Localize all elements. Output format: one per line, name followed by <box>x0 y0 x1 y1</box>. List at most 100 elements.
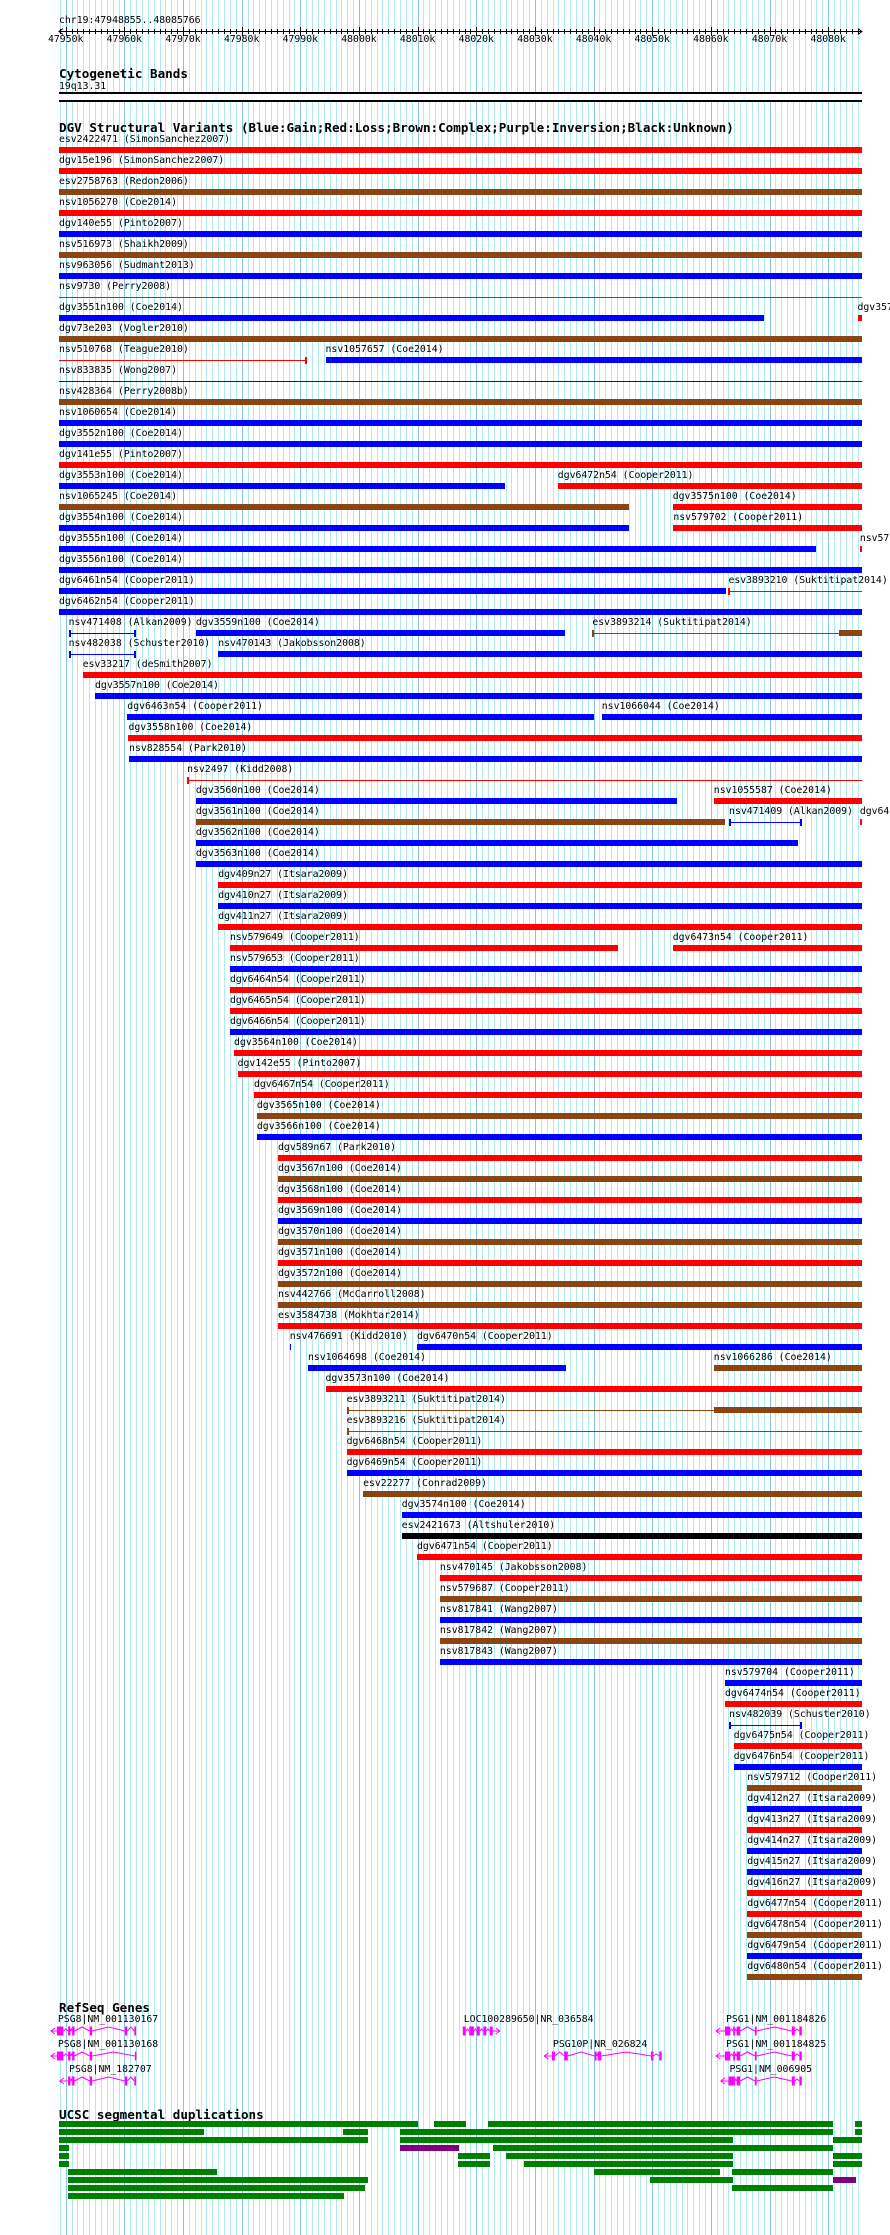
sv-label[interactable]: dgv6471n54 (Cooper2011) <box>417 1541 553 1552</box>
sv-label[interactable]: dgv140e55 (Pinto2007) <box>59 218 183 229</box>
segdup-bar[interactable] <box>731 2185 834 2191</box>
sv-bar[interactable] <box>838 630 862 636</box>
sv-bar[interactable] <box>747 1827 862 1833</box>
sv-bar[interactable] <box>59 546 816 552</box>
sv-bar[interactable] <box>59 273 862 279</box>
sv-bar[interactable] <box>278 1176 862 1182</box>
gene-model[interactable] <box>50 2026 137 2036</box>
sv-label[interactable]: dgv6478n54 (Cooper2011) <box>747 1919 883 1930</box>
sv-label[interactable]: esv3893210 (Suktitipat2014) <box>728 575 888 586</box>
segdup-bar[interactable] <box>458 2153 490 2159</box>
sv-label[interactable]: dgv15e196 (SimonSanchez2007) <box>59 155 225 166</box>
sv-label[interactable]: nsv579704 (Cooper2011) <box>724 1667 855 1678</box>
sv-bar[interactable] <box>713 1365 862 1371</box>
sv-bar[interactable] <box>218 903 862 909</box>
sv-label[interactable]: nsv471409 (Alkan2009) <box>729 806 853 817</box>
sv-label[interactable]: nsv579687 (Cooper2011) <box>439 1583 570 1594</box>
sv-label[interactable]: dgv6476n54 (Cooper2011) <box>733 1751 870 1762</box>
sv-bar[interactable] <box>401 1512 862 1518</box>
sv-label[interactable]: dgv6464n54 (Cooper2011) <box>229 974 366 985</box>
sv-bar[interactable] <box>59 399 862 405</box>
gene-label[interactable]: PSG8|NM_001130168 <box>57 2039 159 2050</box>
sv-bar[interactable] <box>346 1449 862 1455</box>
sv-bar[interactable] <box>747 1932 862 1938</box>
sv-label[interactable]: esv2422471 (SimonSanchez2007) <box>59 134 231 145</box>
sv-line[interactable] <box>346 1410 862 1411</box>
sv-bar[interactable] <box>401 1533 862 1539</box>
sv-bar[interactable] <box>672 945 862 951</box>
sv-label[interactable]: nsv963056 (Sudmant2013) <box>59 260 195 271</box>
sv-label[interactable]: dgv589n67 (Park2010) <box>278 1142 396 1153</box>
gene-model[interactable] <box>715 2026 802 2036</box>
sv-label[interactable]: dgv3563n100 (Coe2014) <box>195 848 320 859</box>
sv-label[interactable]: nsv1060654 (Coe2014) <box>59 407 177 418</box>
sv-label[interactable]: nsv470143 (Jakobsson2008) <box>218 638 366 649</box>
sv-bar[interactable] <box>859 819 862 825</box>
sv-label[interactable]: dgv6475n54 (Cooper2011) <box>733 1730 870 1741</box>
sv-bar[interactable] <box>278 1260 862 1266</box>
sv-label[interactable]: dgv3561n100 (Coe2014) <box>195 806 320 817</box>
segdup-bar[interactable] <box>68 2169 218 2175</box>
sv-label[interactable]: dgv3552n100 (Coe2014) <box>59 428 183 439</box>
sv-bar[interactable] <box>439 1575 862 1581</box>
sv-label[interactable]: dgv141e55 (Pinto2007) <box>59 449 183 460</box>
sv-bar[interactable] <box>747 1911 862 1917</box>
segdup-bar[interactable] <box>59 2129 204 2135</box>
sv-label[interactable]: dgv412n27 (Itsara2009) <box>747 1793 877 1804</box>
sv-bar[interactable] <box>557 483 862 489</box>
segdup-bar[interactable] <box>59 2161 70 2167</box>
sv-bar[interactable] <box>363 1491 862 1497</box>
sv-label[interactable]: nsv579649 (Cooper2011) <box>229 932 360 943</box>
sv-label[interactable]: dgv6473n54 (Cooper2011) <box>672 932 809 943</box>
sv-bar[interactable] <box>59 252 862 258</box>
sv-label[interactable]: dgv3560n100 (Coe2014) <box>195 785 320 796</box>
sv-bar[interactable] <box>253 1092 862 1098</box>
sv-label[interactable]: dgv3553n100 (Coe2014) <box>59 470 183 481</box>
segdup-bar[interactable] <box>650 2177 733 2183</box>
sv-bar[interactable] <box>95 693 862 699</box>
sv-bar[interactable] <box>672 504 862 510</box>
gene-label[interactable]: PSG8|NM_001130167 <box>57 2014 159 2025</box>
sv-label[interactable]: nsv1055587 (Coe2014) <box>713 785 832 796</box>
segdup-bar-alt[interactable] <box>832 2177 856 2183</box>
sv-bar[interactable] <box>278 1302 862 1308</box>
sv-bar[interactable] <box>724 1680 862 1686</box>
segdup-bar[interactable] <box>68 2177 368 2183</box>
sv-bar[interactable] <box>346 1470 862 1476</box>
sv-bar[interactable] <box>195 819 725 825</box>
sv-bar[interactable] <box>747 1890 862 1896</box>
sv-bar[interactable] <box>218 924 862 930</box>
sv-label[interactable]: nsv482039 (Schuster2010) <box>729 1709 871 1720</box>
sv-bar[interactable] <box>128 735 862 741</box>
segdup-bar[interactable] <box>59 2121 418 2127</box>
sv-label[interactable]: esv3893211 (Suktitipat2014) <box>346 1394 506 1405</box>
segdup-bar[interactable] <box>523 2161 733 2167</box>
sv-label[interactable]: esv22277 (Conrad2009) <box>363 1478 487 1489</box>
sv-bar[interactable] <box>417 1344 862 1350</box>
sv-bar[interactable] <box>59 504 630 510</box>
sv-label[interactable]: dgv3571n100 (Coe2014) <box>278 1247 402 1258</box>
sv-label[interactable]: dgv410n27 (Itsara2009) <box>218 890 348 901</box>
gene-label[interactable]: PSG1|NM_001184826 <box>725 2014 827 2025</box>
sv-label[interactable]: nsv470145 (Jakobsson2008) <box>439 1562 588 1573</box>
sv-bar[interactable] <box>713 798 862 804</box>
sv-label[interactable]: esv2758763 (Redon2006) <box>59 176 189 187</box>
sv-label[interactable]: nsv510768 (Teague2010) <box>59 344 189 355</box>
sv-label[interactable]: nsv471408 (Alkan2009) <box>68 617 193 628</box>
segdup-bar[interactable] <box>434 2121 466 2127</box>
sv-bar[interactable] <box>439 1596 862 1602</box>
sv-label[interactable]: nsv516973 (Shaikh2009) <box>59 239 189 250</box>
sv-line[interactable] <box>68 633 137 634</box>
sv-label[interactable]: nsv833835 (Wong2007) <box>59 365 177 376</box>
segdup-bar[interactable] <box>832 2153 863 2159</box>
cytoband-ideogram[interactable] <box>59 92 862 102</box>
sv-label[interactable]: dgv3574n100 (Coe2014) <box>401 1499 526 1510</box>
sv-label[interactable]: dgv3554n100 (Coe2014) <box>59 512 183 523</box>
sv-line[interactable] <box>346 1431 862 1432</box>
sv-bar[interactable] <box>325 357 862 363</box>
sv-bar[interactable] <box>237 1071 862 1077</box>
sv-line[interactable] <box>59 381 862 382</box>
sv-label[interactable]: dgv6463n54 (Cooper2011) <box>127 701 263 712</box>
sv-bar[interactable] <box>673 525 862 531</box>
segdup-bar[interactable] <box>731 2169 834 2175</box>
